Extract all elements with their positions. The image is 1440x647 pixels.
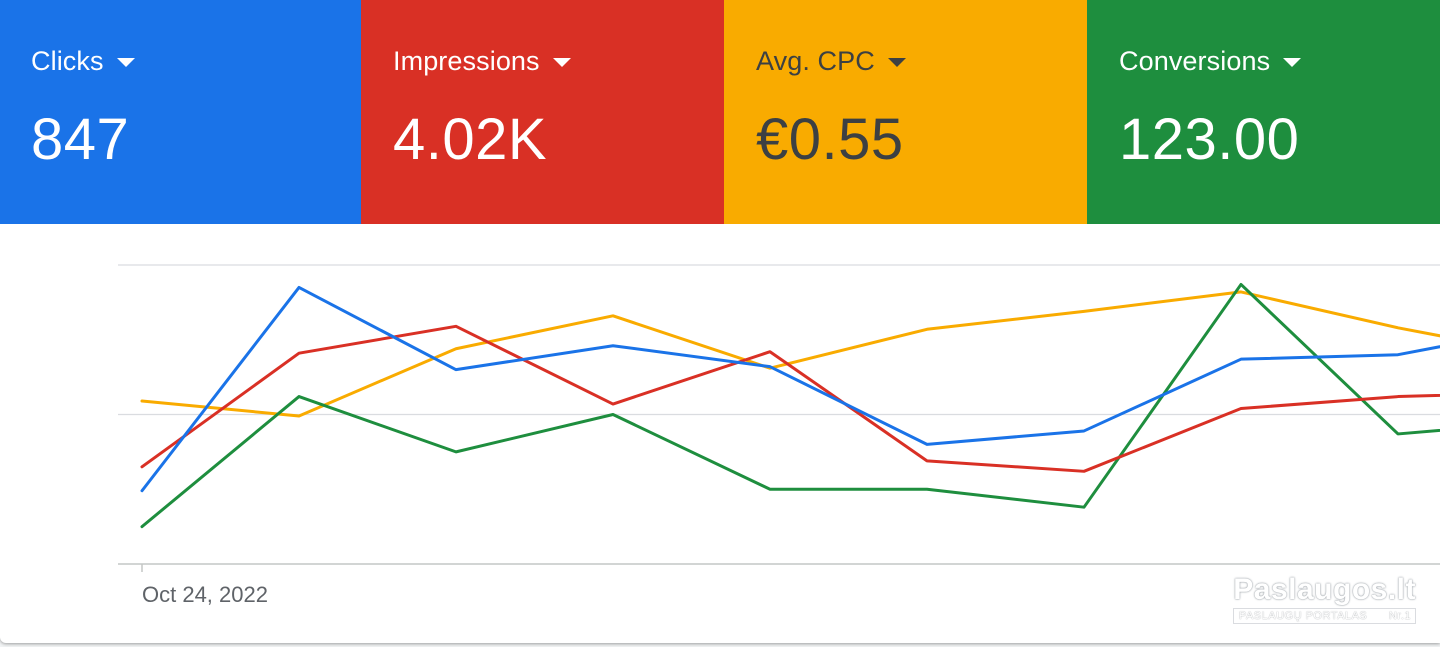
series-line-conversions[interactable] [140,282,1440,529]
watermark-tagline: PASLAUGŲ PORTALAS Nr.1 [1233,608,1416,624]
line-chart: Oct 24, 2022 [0,224,1440,643]
metric-label-clicks[interactable]: Clicks [31,46,135,77]
metric-tile-conversions[interactable]: Conversions 123.00 [1087,0,1440,224]
x-tick-label: Oct 24, 2022 [142,582,268,607]
metric-tile-impressions[interactable]: Impressions 4.02K [361,0,724,224]
metric-tile-avg-cpc[interactable]: Avg. CPC €0.55 [724,0,1087,224]
metric-value-impressions: 4.02K [393,107,548,172]
metric-label-text: Clicks [31,46,104,76]
series-line-avg-cpc[interactable] [140,290,1440,418]
watermark-tagline-text: PASLAUGŲ PORTALAS [1238,610,1368,622]
metric-value-clicks: 847 [31,107,130,172]
caret-down-icon [116,58,135,67]
metric-label-text: Avg. CPC [756,46,875,76]
watermark: Paslaugos.lt PASLAUGŲ PORTALAS Nr.1 [1233,573,1416,624]
caret-down-icon [552,58,571,67]
metric-tile-clicks[interactable]: Clicks 847 [0,0,361,224]
metric-label-avg-cpc[interactable]: Avg. CPC [756,46,906,77]
metric-label-text: Impressions [393,46,540,76]
metric-value-conversions: 123.00 [1119,107,1300,172]
metric-value-avg-cpc: €0.55 [756,107,904,172]
metric-label-text: Conversions [1119,46,1271,76]
caret-down-icon [887,58,906,67]
watermark-badge: Nr.1 [1388,610,1411,622]
metric-tiles: Clicks 847 Impressions 4.02K Avg. CPC €0… [0,0,1440,224]
caret-down-icon [1283,58,1302,67]
metric-label-impressions[interactable]: Impressions [393,46,571,77]
metric-label-conversions[interactable]: Conversions [1119,46,1302,77]
line-chart-svg: Oct 24, 2022 [118,264,1440,607]
series-line-clicks[interactable] [140,285,1440,493]
watermark-logo: Paslaugos.lt [1233,573,1416,606]
